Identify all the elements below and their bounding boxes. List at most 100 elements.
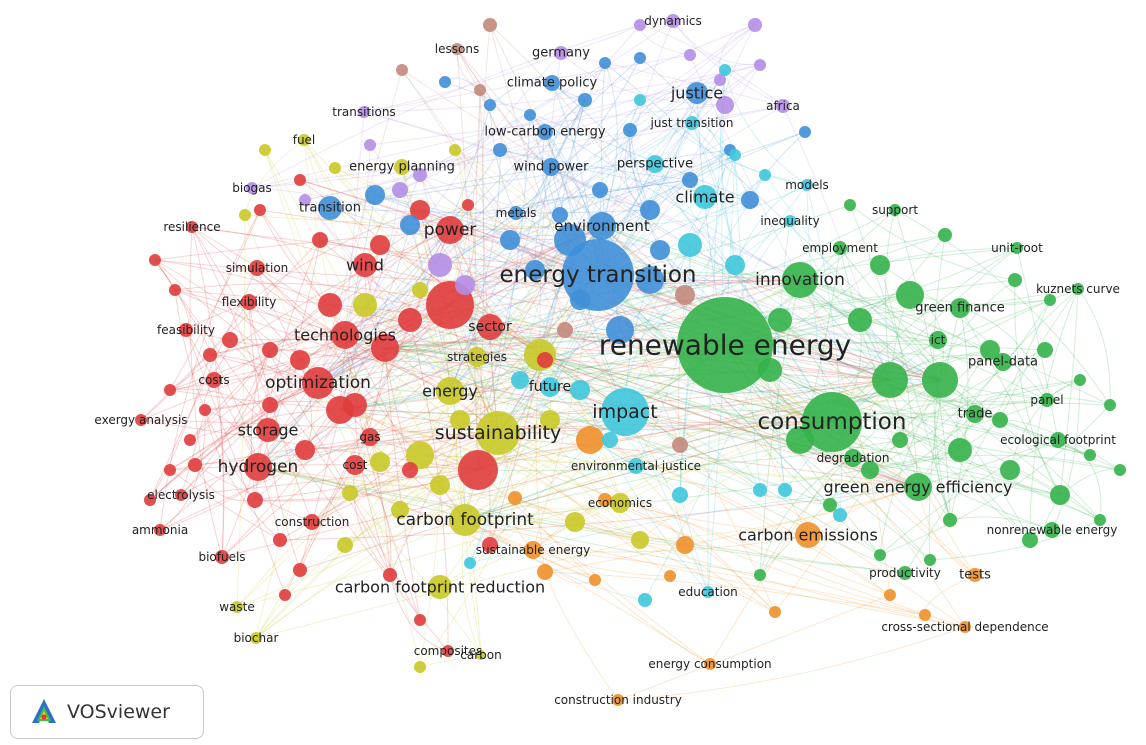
network-node[interactable] xyxy=(222,332,238,348)
network-node[interactable] xyxy=(483,18,497,32)
network-node[interactable] xyxy=(748,18,762,32)
network-node[interactable] xyxy=(312,232,328,248)
node-label-electrolysis[interactable]: electrolysis xyxy=(147,488,215,502)
network-node[interactable] xyxy=(215,550,229,564)
network-node[interactable] xyxy=(428,575,452,599)
network-node[interactable] xyxy=(542,158,560,176)
network-node[interactable] xyxy=(623,123,637,137)
network-node[interactable] xyxy=(1008,273,1022,287)
network-node[interactable] xyxy=(525,260,545,280)
network-node[interactable] xyxy=(874,549,886,561)
network-node[interactable] xyxy=(598,493,612,507)
network-node[interactable] xyxy=(436,216,464,244)
node-label-exergy-analysis[interactable]: exergy analysis xyxy=(94,413,187,427)
node-label-degradation[interactable]: degradation xyxy=(817,451,890,465)
network-node[interactable] xyxy=(508,491,522,505)
network-node[interactable] xyxy=(241,294,257,310)
network-node[interactable] xyxy=(892,432,908,448)
network-node[interactable] xyxy=(612,694,624,706)
network-node[interactable] xyxy=(784,215,796,227)
network-node[interactable] xyxy=(640,200,660,220)
node-label-energy-transition[interactable]: energy transition xyxy=(499,262,696,288)
network-node[interactable] xyxy=(948,438,972,462)
network-node[interactable] xyxy=(477,314,503,340)
node-label-construction-industry[interactable]: construction industry xyxy=(554,693,682,707)
network-node[interactable] xyxy=(428,253,452,277)
network-node[interactable] xyxy=(702,586,714,598)
network-node[interactable] xyxy=(154,524,166,536)
network-node[interactable] xyxy=(511,371,529,389)
network-node[interactable] xyxy=(634,52,646,64)
network-node[interactable] xyxy=(833,241,847,255)
network-node[interactable] xyxy=(365,185,385,205)
node-label-tests[interactable]: tests xyxy=(959,568,991,583)
network-node[interactable] xyxy=(919,609,931,621)
network-node[interactable] xyxy=(203,348,217,362)
network-node[interactable] xyxy=(704,658,716,670)
node-label-resilience[interactable]: resilience xyxy=(163,220,220,234)
network-node[interactable] xyxy=(1022,532,1038,548)
network-node[interactable] xyxy=(302,367,334,399)
node-label-ammonia[interactable]: ammonia xyxy=(132,523,188,537)
network-node[interactable] xyxy=(250,632,262,644)
network-node[interactable] xyxy=(1044,522,1060,538)
network-node[interactable] xyxy=(678,233,702,257)
network-node[interactable] xyxy=(896,281,924,309)
network-node[interactable] xyxy=(576,426,604,454)
network-node[interactable] xyxy=(464,557,476,569)
network-node[interactable] xyxy=(509,206,523,220)
network-node[interactable] xyxy=(293,563,307,577)
network-node[interactable] xyxy=(599,57,611,69)
network-node[interactable] xyxy=(968,568,982,582)
node-label-metals[interactable]: metals xyxy=(496,206,537,220)
network-node[interactable] xyxy=(391,501,409,519)
network-node[interactable] xyxy=(249,260,265,276)
network-node[interactable] xyxy=(929,331,947,349)
node-label-costs[interactable]: costs xyxy=(198,373,229,387)
node-label-energy-consumption[interactable]: energy consumption xyxy=(648,657,771,671)
network-node[interactable] xyxy=(442,645,454,657)
network-node[interactable] xyxy=(524,109,536,121)
network-node[interactable] xyxy=(754,569,766,581)
network-node[interactable] xyxy=(889,204,901,216)
network-node[interactable] xyxy=(833,508,847,522)
node-label-feasibility[interactable]: feasibility xyxy=(157,323,215,337)
network-node[interactable] xyxy=(474,84,486,96)
network-node[interactable] xyxy=(279,589,291,601)
network-node[interactable] xyxy=(188,458,202,472)
network-node[interactable] xyxy=(246,182,258,194)
network-node[interactable] xyxy=(394,159,410,175)
network-node[interactable] xyxy=(650,240,670,260)
network-node[interactable] xyxy=(1084,449,1096,461)
node-label-kuznets-curve[interactable]: kuznets curve xyxy=(1036,282,1120,296)
network-node[interactable] xyxy=(1037,342,1053,358)
network-node[interactable] xyxy=(462,199,474,211)
network-node[interactable] xyxy=(262,397,278,413)
node-label-impact[interactable]: impact xyxy=(592,401,657,423)
network-node[interactable] xyxy=(801,179,813,191)
network-node[interactable] xyxy=(672,487,688,503)
node-label-energy[interactable]: energy xyxy=(422,382,478,401)
network-node[interactable] xyxy=(776,99,790,113)
network-node[interactable] xyxy=(353,293,377,317)
network-node[interactable] xyxy=(175,489,187,501)
node-label-unit-root[interactable]: unit-root xyxy=(991,241,1043,255)
network-node[interactable] xyxy=(631,531,649,549)
network-node[interactable] xyxy=(298,134,310,146)
network-node[interactable] xyxy=(685,116,699,130)
node-label-carbon-emissions[interactable]: carbon emissions xyxy=(738,526,878,545)
node-label-flexibility[interactable]: flexibility xyxy=(222,295,277,309)
network-node[interactable] xyxy=(980,340,1000,360)
node-label-carbon[interactable]: carbon xyxy=(460,648,501,662)
node-label-panel-data[interactable]: panel-data xyxy=(968,355,1038,370)
network-node[interactable] xyxy=(844,199,856,211)
node-label-employment[interactable]: employment xyxy=(802,241,878,255)
network-node[interactable] xyxy=(299,194,311,206)
network-node[interactable] xyxy=(256,418,280,442)
network-node[interactable] xyxy=(666,14,680,28)
network-node[interactable] xyxy=(169,284,181,296)
network-node[interactable] xyxy=(664,570,676,582)
network-node[interactable] xyxy=(413,168,427,182)
node-label-consumption[interactable]: consumption xyxy=(758,409,907,435)
node-label-productivity[interactable]: productivity xyxy=(869,566,941,580)
